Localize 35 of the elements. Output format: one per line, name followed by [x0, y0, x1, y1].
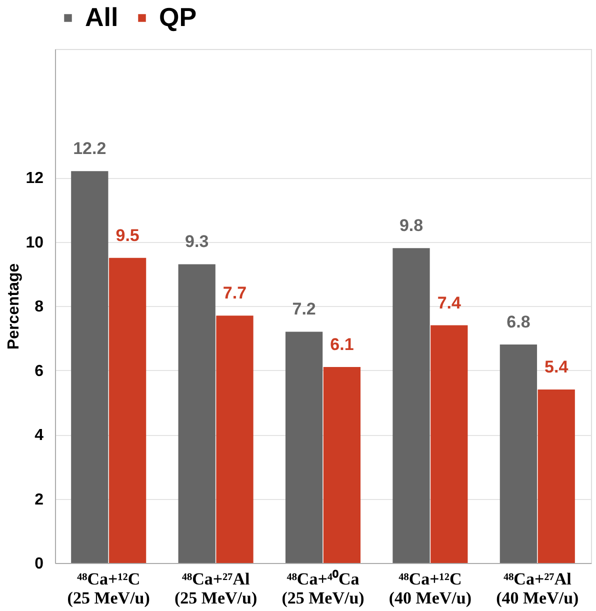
bar [216, 316, 254, 563]
y-axis-title: Percentage [6, 263, 23, 350]
bar [538, 390, 575, 563]
bar [392, 248, 430, 563]
y-tick-label: 12 [26, 170, 44, 187]
bar [108, 258, 146, 563]
bar [430, 325, 468, 563]
y-tick-label: 10 [26, 234, 44, 252]
data-label: 9.8 [399, 216, 424, 236]
data-label: 7.2 [292, 300, 316, 319]
data-label: 6.8 [506, 312, 530, 332]
legend-label: QP [159, 2, 197, 32]
y-tick-label: 2 [34, 491, 44, 508]
x-tick-label: ⁴⁸Ca+²⁷Al (25 MeV/u) [174, 570, 258, 608]
x-tick-label: ⁴⁸Ca+¹²C (25 MeV/u) [67, 570, 150, 608]
legend-label: All [85, 2, 118, 32]
data-label: 9.3 [185, 232, 209, 252]
y-tick-label: 0 [34, 556, 44, 572]
data-label: 7.7 [222, 284, 247, 303]
data-label: 9.5 [116, 226, 140, 245]
x-tick-label: ⁴⁸Ca+¹²C (40 MeV/u) [388, 570, 472, 608]
bar [500, 344, 538, 563]
data-label: 6.1 [330, 335, 354, 354]
bar [71, 171, 108, 563]
data-label: 7.4 [437, 293, 462, 312]
bar [178, 264, 216, 563]
bar [323, 367, 361, 563]
x-tick-label: ⁴⁸Ca+²⁷Al (40 MeV/u) [496, 570, 579, 608]
y-tick-label: 8 [34, 298, 44, 316]
data-label: 5.4 [544, 358, 569, 377]
y-tick-label: 6 [34, 362, 44, 380]
x-tick-label: ⁴⁸Ca+⁴⁰Ca (25 MeV/u) [282, 570, 364, 608]
bar [285, 332, 323, 563]
data-label: 12.2 [73, 139, 106, 158]
y-tick-label: 4 [34, 427, 44, 444]
